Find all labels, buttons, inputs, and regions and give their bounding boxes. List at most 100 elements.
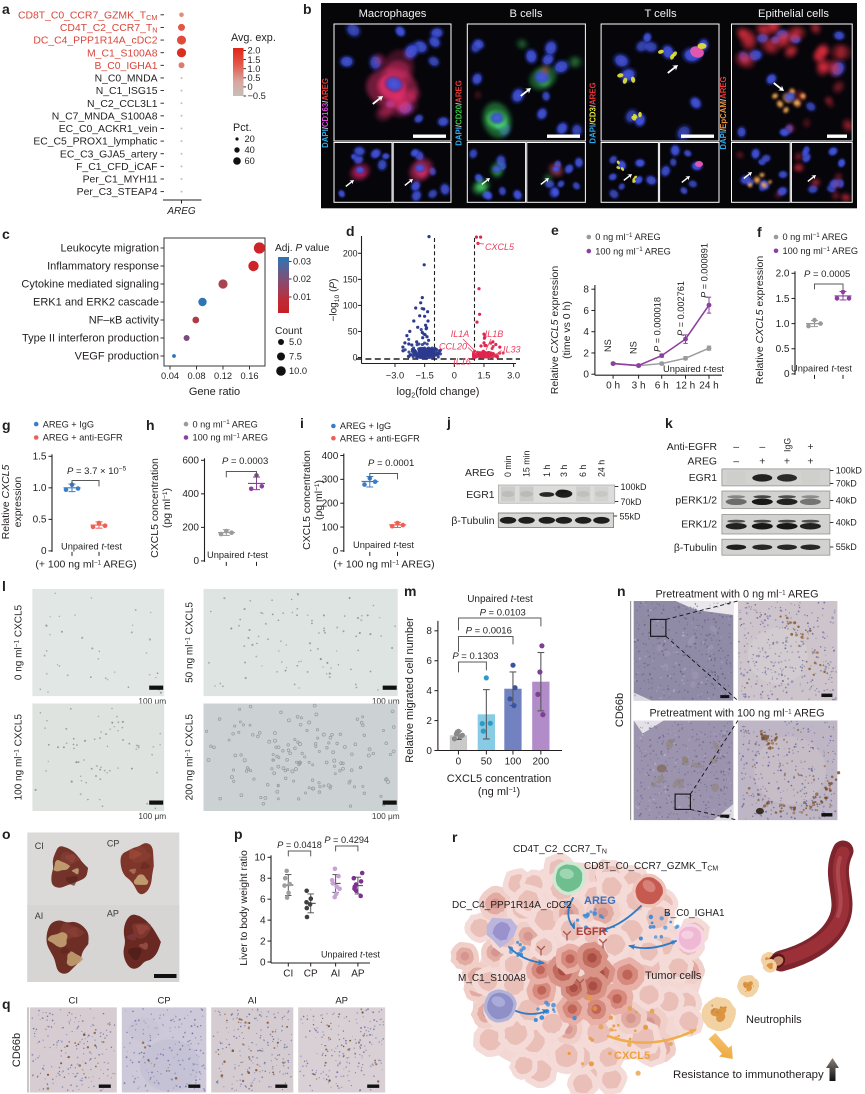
svg-text:Leukocyte migration: Leukocyte migration (61, 243, 159, 255)
svg-text:Relative CXCL5 expression: Relative CXCL5 expression (549, 266, 561, 395)
svg-text:Liver to body weight ratio: Liver to body weight ratio (239, 850, 250, 966)
svg-text:12 h: 12 h (676, 381, 695, 392)
svg-text:0: 0 (353, 353, 358, 363)
svg-text:CXCL5 concentration: CXCL5 concentration (301, 450, 313, 550)
svg-text:CD8T_C0_CCR7_GZMK_TCM: CD8T_C0_CCR7_GZMK_TCM (584, 861, 718, 873)
svg-text:B cells: B cells (510, 8, 543, 20)
svg-text:Avg. exp.: Avg. exp. (231, 32, 276, 44)
svg-text:AP: AP (335, 996, 348, 1007)
svg-text:6: 6 (426, 656, 432, 667)
svg-text:50: 50 (348, 327, 358, 337)
svg-text:EC_C0_ACKR1_vein: EC_C0_ACKR1_vein (59, 124, 158, 135)
svg-text:0.08: 0.08 (187, 371, 205, 381)
svg-text:β-Tubulin: β-Tubulin (674, 543, 717, 554)
svg-text:100kD: 100kD (836, 466, 863, 476)
svg-text:50: 50 (481, 757, 493, 768)
svg-text:DAPI/CD163/AREG: DAPI/CD163/AREG (321, 78, 330, 148)
svg-text:1.5: 1.5 (248, 55, 261, 65)
svg-text:CI: CI (35, 841, 44, 851)
svg-text:N_C2_CCL3L1: N_C2_CCL3L1 (87, 99, 158, 110)
svg-text:AP: AP (351, 969, 365, 980)
svg-text:Unpaired t-test: Unpaired t-test (61, 542, 122, 552)
svg-text:Count: Count (275, 326, 302, 337)
svg-text:0 ng ml−1 AREG: 0 ng ml−1 AREG (193, 419, 258, 429)
svg-text:0.5: 0.5 (33, 515, 47, 526)
svg-text:6 h: 6 h (655, 381, 669, 392)
svg-text:EGR1: EGR1 (689, 473, 718, 484)
svg-text:Resistance to immunotherapy: Resistance to immunotherapy (673, 1069, 824, 1081)
svg-text:0.12: 0.12 (214, 371, 232, 381)
svg-text:NS: NS (603, 339, 613, 352)
svg-text:0: 0 (41, 546, 47, 557)
svg-text:AREG + anti-EGFR: AREG + anti-EGFR (43, 433, 123, 443)
svg-text:0 min: 0 min (503, 455, 513, 477)
svg-text:40kD: 40kD (836, 518, 858, 528)
svg-text:400: 400 (182, 489, 199, 500)
svg-text:Inflammatory response: Inflammatory response (47, 261, 159, 273)
svg-text:Adj. P value: Adj. P value (275, 243, 330, 254)
svg-text:2: 2 (426, 716, 432, 727)
svg-text:i: i (300, 415, 304, 431)
svg-text:100 μm: 100 μm (372, 696, 400, 706)
svg-text:200: 200 (182, 523, 199, 534)
svg-text:24 h: 24 h (596, 460, 606, 477)
svg-text:55kD: 55kD (620, 511, 642, 521)
svg-text:AI: AI (331, 969, 340, 980)
svg-text:M_C1_S100A8: M_C1_S100A8 (458, 973, 526, 984)
svg-text:2.0: 2.0 (776, 269, 790, 280)
svg-text:Macrophages: Macrophages (359, 8, 427, 20)
svg-text:–: – (733, 456, 739, 468)
svg-text:CP: CP (304, 969, 318, 980)
svg-text:CD66b: CD66b (11, 1033, 23, 1067)
svg-text:10.0: 10.0 (289, 366, 307, 376)
svg-text:Anti-EGFR: Anti-EGFR (667, 442, 718, 453)
svg-text:ERK1/2: ERK1/2 (681, 520, 717, 531)
svg-text:15 min: 15 min (522, 450, 532, 477)
svg-text:Type II interferon production: Type II interferon production (22, 333, 159, 345)
svg-text:0.03: 0.03 (293, 257, 311, 267)
svg-text:e: e (551, 222, 559, 238)
svg-text:300: 300 (322, 475, 339, 486)
svg-text:(pg ml−1): (pg ml−1) (161, 488, 173, 528)
svg-text:CP: CP (157, 996, 170, 1007)
svg-text:Relative CXCL5: Relative CXCL5 (0, 464, 12, 539)
svg-text:−3.0: −3.0 (386, 371, 404, 381)
svg-text:AREG + anti-EGFR: AREG + anti-EGFR (340, 433, 420, 443)
svg-text:5.0: 5.0 (289, 337, 302, 347)
svg-text:0: 0 (452, 371, 457, 381)
svg-text:q: q (2, 996, 11, 1012)
svg-text:600: 600 (182, 456, 199, 467)
svg-text:100kD: 100kD (621, 482, 648, 492)
svg-text:100 ng ml−1 CXCL5: 100 ng ml−1 CXCL5 (13, 714, 24, 801)
svg-text:Per_C3_STEAP4: Per_C3_STEAP4 (77, 187, 158, 198)
svg-text:DC_C4_PPP1R14A_cDC2: DC_C4_PPP1R14A_cDC2 (33, 36, 157, 47)
svg-text:40: 40 (245, 145, 255, 155)
svg-text:f: f (757, 224, 762, 240)
svg-text:NS: NS (629, 341, 639, 354)
svg-text:DAPI/CD3/AREG: DAPI/CD3/AREG (589, 82, 598, 143)
svg-text:10: 10 (254, 853, 266, 864)
svg-text:AREG + IgG: AREG + IgG (340, 421, 391, 431)
svg-text:Unpaired t-test: Unpaired t-test (321, 950, 381, 960)
svg-text:Unpaired t-test: Unpaired t-test (467, 594, 533, 605)
svg-text:1 h: 1 h (542, 465, 552, 477)
svg-text:IL33: IL33 (503, 345, 521, 355)
svg-text:P = 0.0418: P = 0.0418 (277, 840, 322, 850)
svg-text:p: p (234, 826, 243, 842)
svg-text:CD66b: CD66b (614, 693, 626, 727)
svg-text:70kD: 70kD (836, 479, 858, 489)
svg-text:j: j (446, 414, 451, 430)
svg-text:P = 3.7 × 10−5: P = 3.7 × 10−5 (67, 466, 127, 478)
svg-text:Unpaired t-test: Unpaired t-test (663, 364, 724, 374)
svg-text:+: + (807, 456, 813, 468)
svg-text:DAPI/CD20/AREG: DAPI/CD20/AREG (455, 80, 464, 145)
svg-text:(+ 100 ng ml−1 AREG): (+ 100 ng ml−1 AREG) (35, 559, 136, 571)
svg-text:0: 0 (193, 556, 199, 567)
svg-text:Cytokine mediated signaling: Cytokine mediated signaling (21, 279, 159, 291)
svg-text:IL16: IL16 (453, 357, 471, 367)
svg-text:50 ng ml−1 CXCL5: 50 ng ml−1 CXCL5 (185, 602, 196, 683)
svg-text:T cells: T cells (644, 8, 677, 20)
svg-text:Pretreatment with 100 ng ml−1: Pretreatment with 100 ng ml−1 AREG (649, 708, 824, 720)
svg-text:o: o (2, 826, 11, 842)
svg-text:4: 4 (426, 686, 432, 697)
